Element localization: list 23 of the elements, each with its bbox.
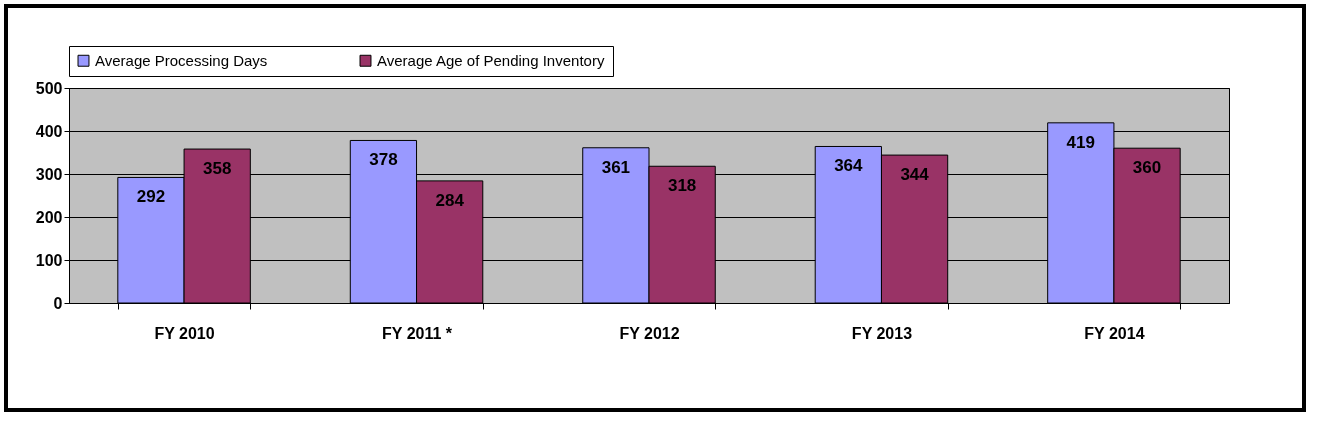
data-label: 378 bbox=[369, 150, 398, 170]
y-tick-label: 400 bbox=[35, 122, 63, 140]
y-tick-label: 300 bbox=[35, 165, 63, 183]
data-label: 358 bbox=[203, 159, 232, 179]
y-tick-label: 200 bbox=[35, 208, 63, 226]
y-tick-label: 500 bbox=[35, 79, 63, 97]
data-label: 361 bbox=[601, 157, 631, 177]
data-label: 419 bbox=[1066, 132, 1095, 152]
legend-label: Average Age of Pending Inventory bbox=[377, 51, 605, 69]
data-label: 364 bbox=[834, 156, 864, 176]
data-label: 360 bbox=[1132, 158, 1162, 178]
x-tick-label: FY 2010 bbox=[154, 324, 215, 342]
data-label: 292 bbox=[136, 187, 166, 207]
data-label: 284 bbox=[435, 190, 465, 210]
y-tick-label: 100 bbox=[35, 251, 63, 269]
data-label: 344 bbox=[900, 165, 930, 185]
legend-label: Average Processing Days bbox=[95, 51, 268, 69]
x-tick-label: FY 2012 bbox=[619, 324, 680, 342]
data-label: 318 bbox=[667, 176, 697, 196]
y-tick-label: 0 bbox=[53, 294, 63, 312]
x-tick-label: FY 2014 bbox=[1084, 324, 1145, 342]
x-tick-label: FY 2013 bbox=[851, 324, 913, 342]
x-tick-label: FY 2011 * bbox=[382, 324, 453, 342]
